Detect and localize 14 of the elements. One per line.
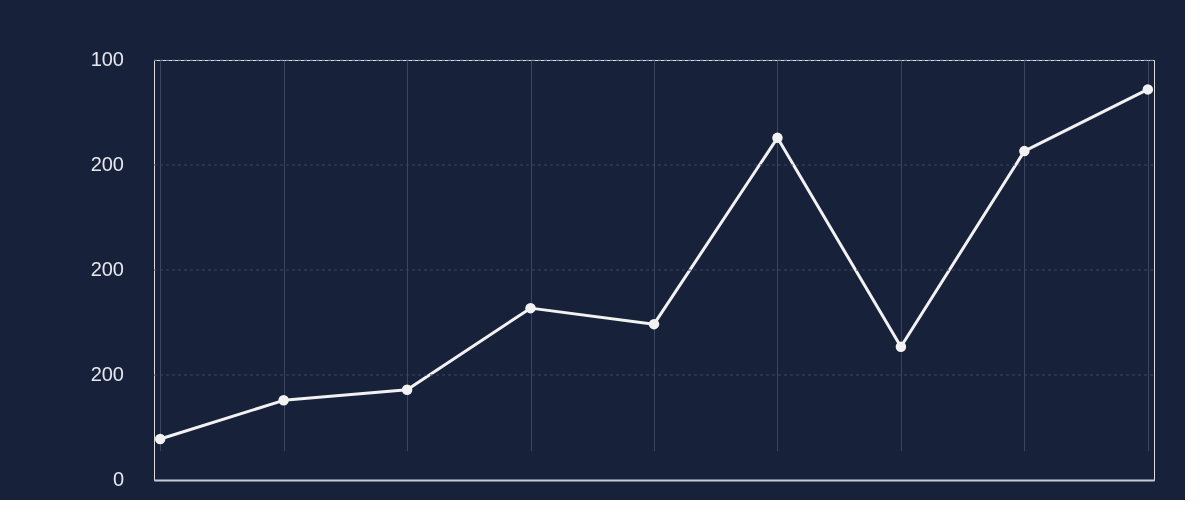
point — [648, 318, 660, 330]
point — [401, 384, 413, 396]
text: 200 — [90, 363, 124, 385]
text: 0 — [112, 468, 124, 490]
point — [1142, 84, 1154, 95]
point — [525, 302, 536, 314]
point — [154, 433, 166, 445]
point — [772, 132, 783, 144]
text: 100 — [90, 48, 124, 70]
text: 200 — [90, 153, 124, 175]
point — [278, 395, 289, 406]
point — [895, 341, 907, 353]
point — [1019, 145, 1030, 157]
text: 200 — [90, 258, 124, 280]
